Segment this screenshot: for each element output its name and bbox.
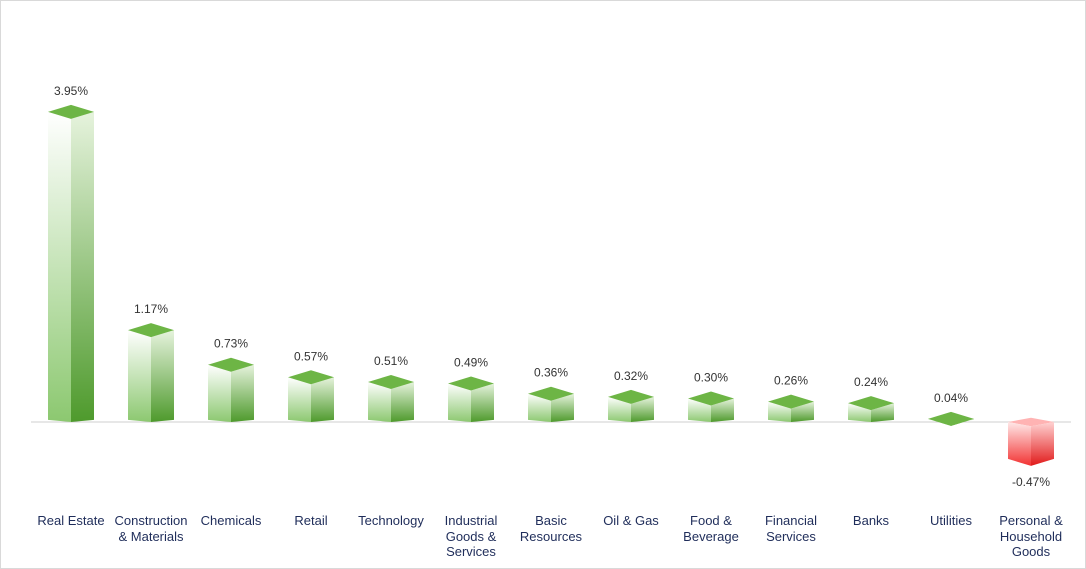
bar [288,370,334,422]
data-label: 0.36% [534,366,568,380]
bar-face-left [768,401,791,422]
category-label: Financial Services [764,513,818,544]
data-label: 0.30% [694,370,728,384]
bar [368,374,414,422]
bar-face-right [871,403,894,422]
data-label: 0.73% [214,337,248,351]
bar [768,394,814,422]
data-label: 0.51% [374,354,408,368]
bar-face-left [128,330,151,422]
category-label: Oil & Gas [603,513,659,528]
bar-cap [208,357,254,372]
bar-cap [608,389,654,404]
data-label: 0.24% [854,375,888,389]
category-label: Construction & Materials [114,513,188,544]
category-label: Utilities [930,513,972,528]
bar-face-left [688,398,711,422]
bar-face-right [631,396,654,422]
data-label: 3.95% [54,84,88,98]
bar [48,104,94,423]
data-label: 1.17% [134,302,168,316]
data-label: 0.49% [454,356,488,370]
data-label: 0.57% [294,349,328,363]
bar-face-right [231,364,254,422]
bar-cap [848,396,894,411]
bar-face-left [608,396,631,422]
bar-face-right [471,383,494,422]
bar-face-left [368,381,391,422]
bar-face-right [551,393,574,422]
bar-face-left [1008,422,1031,466]
bar-face-left [48,111,71,423]
bar-face-right [311,377,334,422]
bar-face-left [848,403,871,422]
bar [128,323,174,422]
bar-cap [528,386,574,401]
category-label: Real Estate [37,513,105,528]
bar-cap [48,104,94,119]
bar [528,386,574,422]
bar [608,389,654,422]
bar-cap [288,370,334,385]
bar-face-right [391,381,414,422]
bar-face-left [528,393,551,422]
bar [688,391,734,422]
bar-cap [688,391,734,406]
category-label: Industrial Goods & Services [444,513,498,559]
bar-cap [928,411,974,426]
data-label: 0.26% [774,374,808,388]
category-label: Banks [852,513,890,528]
bar-face-left [288,377,311,422]
data-label: -0.47% [1012,475,1050,489]
bar-face-right [1031,422,1054,466]
bar-face-right [151,330,174,422]
category-label: Technology [358,513,424,528]
category-label: Chemicals [200,513,262,528]
bar-face-right [791,401,814,422]
category-label: Food & Beverage [683,513,739,544]
bar-face-left [208,364,231,422]
bar-cap [128,323,174,338]
data-label: 0.04% [934,391,968,405]
bar-cap [448,376,494,391]
bar [1008,417,1054,466]
category-label: Basic Resources [519,513,583,544]
category-label: Retail [294,513,328,528]
category-label: Personal & Household Goods [999,513,1063,559]
bar [928,411,974,426]
bar [448,376,494,422]
bar-cap [768,394,814,409]
bar-face-left [448,383,471,422]
bar-face-right [711,398,734,422]
data-label: 0.32% [614,369,648,383]
bar-cap [368,374,414,389]
bar [208,357,254,422]
bar [848,396,894,422]
bar-face-right [71,111,94,423]
